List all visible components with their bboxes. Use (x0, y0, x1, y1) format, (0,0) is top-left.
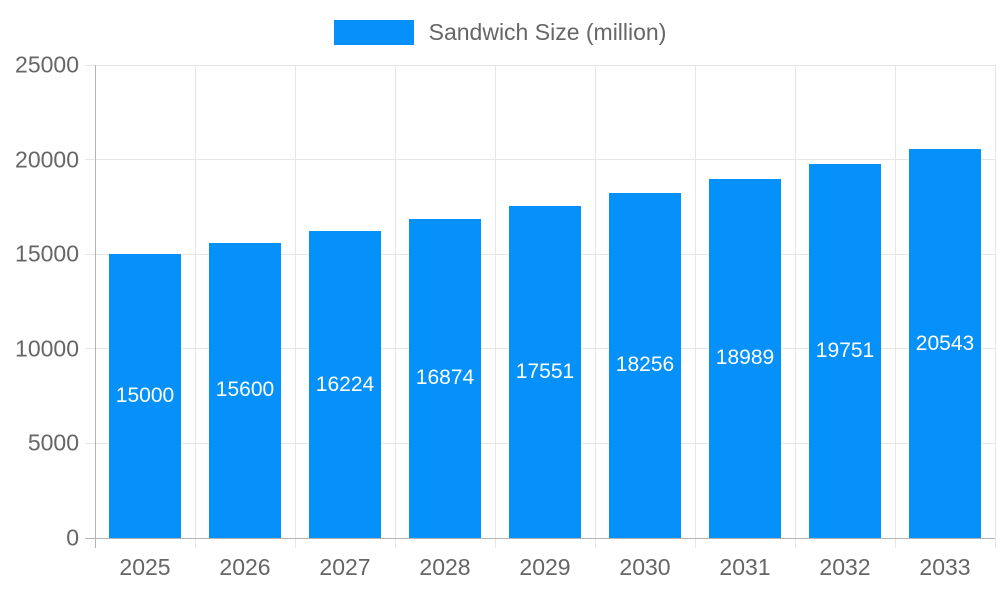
legend-swatch (333, 20, 414, 45)
y-tick-label: 15000 (15, 240, 79, 267)
y-axis-line (94, 65, 96, 548)
legend-label: Sandwich Size (million) (428, 19, 667, 45)
y-gridline (95, 64, 995, 66)
y-axis-tick (85, 348, 95, 350)
x-gridline (594, 65, 596, 538)
x-axis-tick (994, 538, 996, 548)
bar[interactable] (709, 178, 781, 538)
y-gridline (95, 159, 995, 161)
bar-value-label: 16224 (315, 372, 375, 396)
bar[interactable] (109, 254, 181, 538)
bar-value-label: 17551 (515, 359, 575, 383)
x-axis-tick (794, 538, 796, 548)
legend[interactable]: Sandwich Size (million) (0, 20, 1000, 45)
x-gridline (994, 65, 996, 538)
y-tick-label: 5000 (27, 429, 79, 456)
bar-value-label: 20543 (915, 331, 975, 355)
y-axis-tick (85, 442, 95, 444)
bar[interactable] (609, 192, 681, 538)
x-tick-label: 2031 (719, 554, 771, 580)
x-axis-tick (694, 538, 696, 548)
x-gridline (394, 65, 396, 538)
y-axis-tick (85, 64, 95, 66)
x-gridline (194, 65, 196, 538)
x-axis-tick (194, 538, 196, 548)
x-gridline (294, 65, 296, 538)
x-tick-label: 2033 (919, 554, 971, 580)
bar-value-label: 15000 (115, 384, 175, 408)
bar[interactable] (209, 242, 281, 538)
bar[interactable] (909, 149, 981, 538)
y-axis-tick (85, 159, 95, 161)
bar[interactable] (509, 205, 581, 538)
x-tick-label: 2028 (419, 554, 471, 580)
x-gridline (794, 65, 796, 538)
x-tick-label: 2027 (319, 554, 371, 580)
x-tick-label: 2025 (119, 554, 171, 580)
y-tick-label: 0 (66, 524, 79, 551)
bar-value-label: 16874 (415, 366, 475, 390)
x-axis-tick (894, 538, 896, 548)
y-axis-tick (85, 253, 95, 255)
y-tick-label: 10000 (15, 335, 79, 362)
bar[interactable] (809, 164, 881, 538)
x-axis-tick (594, 538, 596, 548)
x-axis-line (85, 537, 995, 539)
bar-value-label: 19751 (815, 339, 875, 363)
y-tick-label: 20000 (15, 146, 79, 173)
x-gridline (494, 65, 496, 538)
x-gridline (694, 65, 696, 538)
x-tick-label: 2029 (519, 554, 571, 580)
x-tick-label: 2026 (219, 554, 271, 580)
bar-value-label: 18256 (615, 353, 675, 377)
bar-value-label: 18989 (715, 346, 775, 370)
bar[interactable] (409, 218, 481, 538)
y-tick-label: 25000 (15, 51, 79, 78)
bar[interactable] (309, 231, 381, 538)
x-axis-tick (494, 538, 496, 548)
x-axis-tick (294, 538, 296, 548)
x-axis-tick (394, 538, 396, 548)
x-tick-label: 2032 (819, 554, 871, 580)
x-tick-label: 2030 (619, 554, 671, 580)
x-gridline (894, 65, 896, 538)
bar-value-label: 15600 (215, 378, 275, 402)
